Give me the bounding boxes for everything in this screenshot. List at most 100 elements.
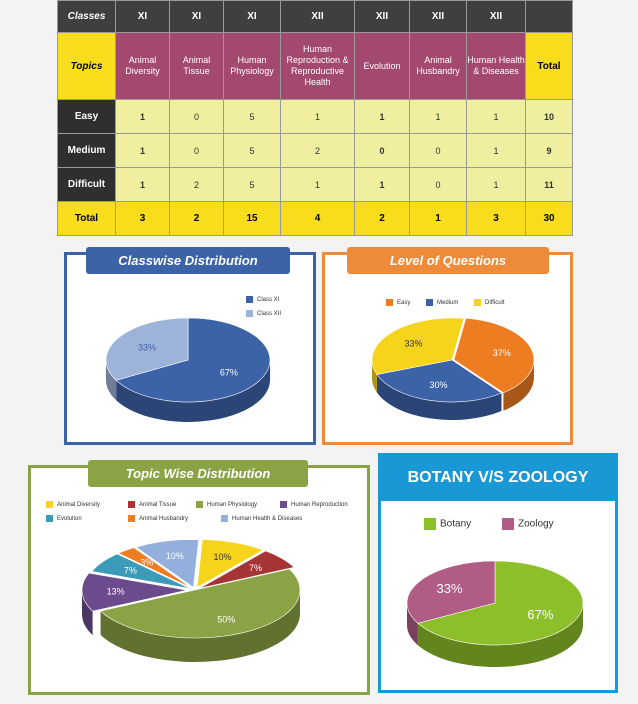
legend-item: Medium [426,299,458,306]
legend-label: Zoology [518,518,554,530]
table-cell: 1 [466,133,526,168]
topics-label: Topics [57,32,116,100]
legend-label: Animal Diversity [57,502,101,509]
legend-swatch [474,299,481,306]
class-cell: XI [223,0,281,33]
table-cell: 4 [280,201,355,236]
table-cell: 2 [354,201,410,236]
legend-swatch [424,518,436,530]
legend-label: Animal Husbandry [139,516,189,523]
legend-item: Animal Diversity [46,501,100,508]
legend-label: Botany [440,518,472,530]
pie-slice-side [376,374,502,420]
class-cell: XII [354,0,410,33]
legend-label: Medium [437,300,459,307]
pie-slice [371,317,465,375]
pie-slices [105,317,271,422]
topic-cell: Human Reproduction & Reproductive Health [280,32,355,100]
table-cell: 3 [466,201,526,236]
class-cell: XI [169,0,224,33]
table-cell: 0 [409,133,467,168]
row-label: Total [57,201,116,236]
legend-swatch [386,299,393,306]
topic-cell: Animal Husbandry [409,32,467,100]
pie-slice [115,317,271,403]
table-cell: 1 [115,99,170,134]
legend-swatch [128,515,135,522]
legend-label: Animal Tissue [139,502,177,509]
legend-item: Human Reproduction [280,501,348,508]
table-cell: 0 [409,167,467,202]
table-cell: 5 [223,133,281,168]
pie-slice [406,560,496,624]
pie-slices [371,317,535,420]
topic-title: Topic Wise Distribution [88,460,308,487]
pie-slice [135,540,199,588]
table-cell: 1 [280,99,355,134]
legend-item: Animal Husbandry [128,515,188,522]
table-cell: 2 [280,133,355,168]
table-cell: 1 [466,167,526,202]
table-row: Difficult 1 2 5 1 1 0 1 11 [57,167,573,202]
pie-data-label: 10% [214,552,232,562]
pie-slice-side [503,359,534,411]
legend-item: Class XI [246,296,279,303]
legend-label: Difficult [485,300,505,307]
level-pie: 37% 30% 33% [371,317,535,420]
table-cell: 5 [223,167,281,202]
topic-cell: Animal Tissue [169,32,224,100]
table-cell: 3 [115,201,170,236]
table-cell: 1 [409,201,467,236]
topics-row: Topics Animal Diversity Animal Tissue Hu… [57,32,573,100]
legend-item: Botany [424,518,471,530]
classwise-title: Classwise Distribution [86,247,290,274]
topic-cell: Human Physiology [223,32,281,100]
table-cell: 9 [525,133,573,168]
pie-slice [99,568,301,639]
pie-data-label: 67% [527,607,553,622]
classes-label: Classes [57,0,116,33]
table-cell: 1 [115,133,170,168]
legend-swatch [502,518,514,530]
legend-item: Easy [386,299,410,306]
legend-swatch [426,299,433,306]
table-cell: 0 [169,99,224,134]
table-cell: 1 [115,167,170,202]
table-cell: 30 [525,201,573,236]
classes-row: Classes XI XI XI XII XII XII XII [57,0,573,33]
pie-data-label: 33% [138,343,156,353]
table-cell: 1 [409,99,467,134]
legend-item: Human Health & Diseases [221,515,302,522]
legend-item: Human Physiology [196,501,257,508]
topic-pie: 10%7%50%13%7%3%10% [81,540,301,662]
legend-label: Human Health & Diseases [232,516,303,523]
pie-data-label: 67% [220,367,238,377]
row-label: Difficult [57,167,116,202]
legend-swatch [46,515,53,522]
table-cell: 1 [280,167,355,202]
table-cell: 10 [525,99,573,134]
pie-slice [199,550,295,589]
legend-item: Class XII [246,310,281,317]
row-label: Medium [57,133,116,168]
table-cell: 1 [354,167,410,202]
class-cell: XII [280,0,355,33]
classwise-pie: 67% 33% [105,317,271,422]
pie-data-label: 7% [124,565,137,575]
pie-data-label: 37% [493,348,511,358]
table-cell: 11 [525,167,573,202]
legend-swatch [46,501,53,508]
pie-slice [105,317,189,381]
legend-item: Animal Tissue [128,501,176,508]
table-cell: 2 [169,167,224,202]
legend-label: Evolution [57,516,82,523]
total-header: Total [525,32,573,100]
table-cell: 0 [169,133,224,168]
pie-slice-side [100,590,300,662]
topic-cell: Human Health & Diseases [466,32,526,100]
pie-data-label: 10% [166,551,184,561]
legend-label: Human Reproduction [291,502,348,509]
legend-swatch [246,296,253,303]
table-cell: 5 [223,99,281,134]
legend-item: Evolution [46,515,82,522]
